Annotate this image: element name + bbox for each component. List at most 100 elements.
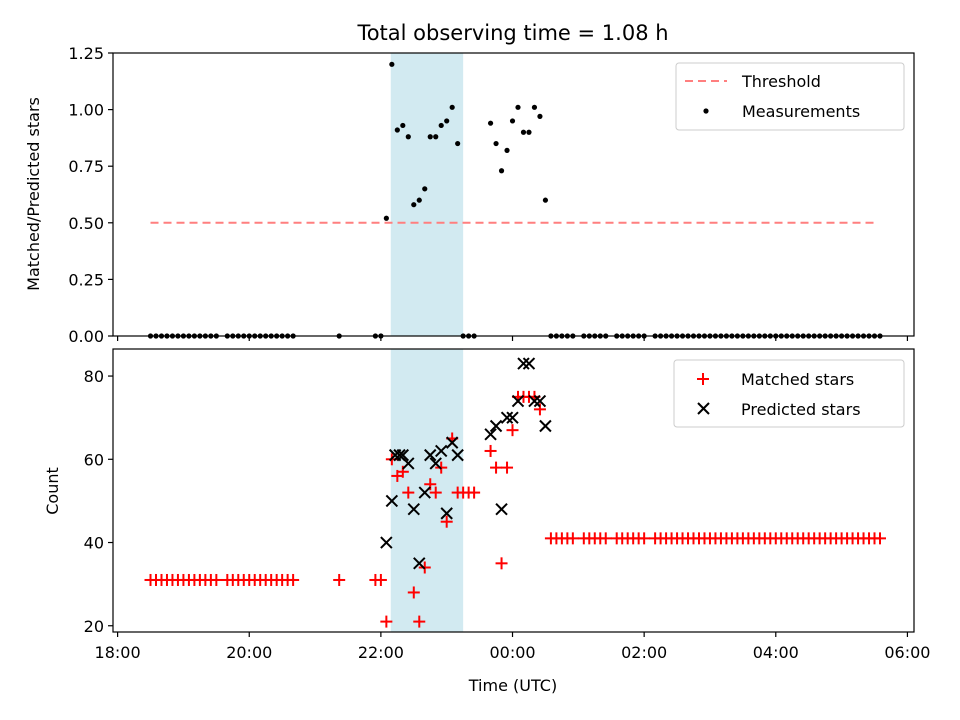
- top-shaded-region: [390, 53, 464, 336]
- bottom-x-axis: 18:00 20:00 22:00 00:00 02:00 04:00 06:00: [95, 632, 930, 662]
- x-axis-label: Time (UTC): [468, 676, 557, 695]
- predicted-star-point: [440, 507, 453, 520]
- matched-star-point: [440, 515, 453, 528]
- measurement-point: [526, 129, 532, 135]
- predicted-star-point: [517, 357, 530, 370]
- measurement-point: [433, 134, 439, 140]
- measurement-point: [531, 104, 538, 110]
- predicted-star-point: [506, 411, 519, 424]
- matched-star-point: [210, 573, 223, 586]
- bottom-y-axis: 20 40 60 80: [84, 367, 113, 636]
- predicted-star-point: [424, 448, 437, 462]
- measurement-point: [389, 61, 395, 67]
- y-tick-label: 0.25: [68, 270, 104, 289]
- top-panel: 0.00 0.25 0.50 0.75 1.00 1.25 Matched/Predict…: [24, 44, 915, 346]
- predicted-star-point: [533, 394, 547, 408]
- y-tick-label: 0.00: [68, 327, 104, 346]
- measurement-point: [520, 129, 527, 135]
- matched-star-point: [333, 573, 346, 586]
- matched-star-point: [380, 615, 393, 628]
- matched-star-point: [873, 532, 886, 545]
- y-tick-label: 0.75: [68, 157, 104, 176]
- legend-predicted-swatch: [697, 402, 710, 415]
- y-tick-label: 80: [84, 367, 104, 386]
- predicted-star-point: [429, 457, 442, 470]
- predicted-star-point: [539, 419, 552, 433]
- predicted-star-point: [396, 448, 410, 462]
- matched-star-point: [566, 532, 579, 545]
- bottom-legend-box: [673, 359, 905, 428]
- x-tick-label: 02:00: [621, 643, 667, 662]
- x-tick-label: 18:00: [95, 643, 141, 662]
- legend-matched-swatch: [697, 373, 709, 385]
- top-y-axis: 0.00 0.25 0.50 0.75 1.00 1.25: [68, 44, 113, 346]
- legend-matched-label: Matched stars: [741, 370, 854, 389]
- predicted-star-point: [489, 419, 503, 433]
- measurement-point: [405, 134, 411, 140]
- matched-star-point: [429, 486, 442, 499]
- measurement-point: [504, 147, 510, 153]
- measurement-point: [422, 186, 428, 192]
- top-legend-box: [675, 62, 905, 131]
- measurement-point: [542, 197, 549, 203]
- chart-title: Total observing time = 1.08 h: [356, 21, 668, 45]
- measurement-point: [416, 197, 422, 203]
- legend-measurements-swatch: [703, 108, 709, 114]
- top-y-axis-label: Matched/Predicted stars: [24, 97, 43, 291]
- x-tick-label: 00:00: [489, 643, 535, 662]
- y-tick-label: 1.25: [68, 44, 104, 63]
- x-tick-label: 06:00: [884, 643, 930, 662]
- predicted-star-point: [418, 486, 431, 499]
- y-tick-label: 20: [84, 617, 104, 636]
- bottom-legend: Matched stars Predicted stars: [673, 359, 905, 428]
- matched-star-point: [468, 486, 481, 499]
- measurement-point: [537, 113, 543, 119]
- predicted-star-point: [435, 444, 448, 458]
- predicted-star-point: [380, 536, 393, 549]
- measurement-point: [383, 215, 389, 221]
- measurement-point: [509, 118, 516, 124]
- legend-predicted-label: Predicted stars: [741, 400, 861, 419]
- measurement-point: [444, 118, 450, 124]
- measurement-point: [449, 104, 455, 110]
- measurement-points: [147, 61, 883, 339]
- matched-star-point: [501, 461, 514, 474]
- predicted-star-point: [528, 394, 541, 408]
- legend-threshold-label: Threshold: [741, 72, 821, 91]
- matched-star-point: [506, 424, 519, 437]
- matched-star-point: [484, 444, 497, 457]
- matched-star-point: [287, 573, 300, 586]
- predicted-star-point: [413, 557, 426, 570]
- predicted-star-point: [484, 428, 497, 441]
- bottom-y-axis-label: Count: [43, 467, 62, 515]
- matched-star-point: [599, 532, 612, 545]
- x-tick-label: 20:00: [226, 643, 272, 662]
- matched-star-point: [413, 615, 426, 628]
- measurement-point: [427, 134, 433, 140]
- predicted-star-point: [451, 448, 464, 462]
- predicted-star-points: [380, 357, 552, 570]
- measurement-point: [394, 127, 400, 133]
- top-plot-frame: [112, 52, 915, 337]
- measurement-point: [498, 168, 505, 174]
- legend-measurements-label: Measurements: [742, 102, 860, 121]
- measurement-point: [400, 122, 406, 129]
- measurement-point: [438, 122, 444, 129]
- measurement-point: [455, 140, 461, 147]
- measurement-point: [515, 104, 521, 110]
- matched-star-point: [638, 532, 651, 545]
- x-tick-label: 22:00: [358, 643, 404, 662]
- predicted-star-point: [495, 503, 508, 516]
- measurement-point: [411, 202, 417, 208]
- predicted-star-point: [402, 457, 415, 470]
- predicted-star-point: [500, 411, 514, 424]
- predicted-star-point: [522, 357, 536, 370]
- matched-star-point: [495, 557, 508, 570]
- predicted-star-point: [445, 436, 459, 449]
- matched-star-point: [490, 461, 503, 474]
- top-legend: Threshold Measurements: [675, 62, 905, 131]
- matched-star-point: [407, 586, 420, 599]
- matched-star-point: [374, 573, 387, 586]
- predicted-star-point: [407, 503, 420, 516]
